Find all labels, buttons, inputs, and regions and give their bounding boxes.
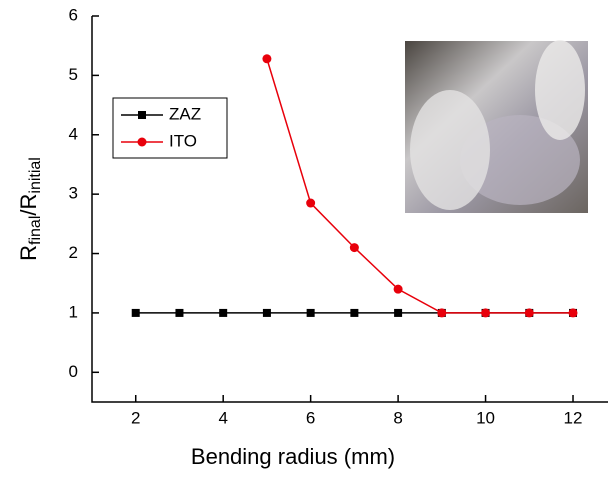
y-tick-label: 0 xyxy=(69,362,78,381)
x-tick-label: 4 xyxy=(218,408,227,427)
legend-box xyxy=(112,97,228,159)
point xyxy=(568,308,578,318)
point xyxy=(262,54,272,64)
y-tick-label: 3 xyxy=(69,184,78,203)
point xyxy=(175,308,184,317)
y-label-part: R xyxy=(16,245,41,261)
point xyxy=(306,308,315,317)
point xyxy=(524,308,534,318)
point xyxy=(481,308,491,318)
legend-label: ZAZ xyxy=(169,104,201,123)
y-label-part: initial xyxy=(27,157,44,193)
x-tick-label: 2 xyxy=(131,408,140,427)
series-line xyxy=(266,58,574,314)
y-tick-label: 5 xyxy=(69,65,78,84)
legend-label: ITO xyxy=(169,131,197,150)
y-tick-label: 1 xyxy=(69,302,78,321)
point xyxy=(138,111,146,119)
point xyxy=(437,308,447,318)
inset-photo xyxy=(405,40,588,213)
y-tick-label: 4 xyxy=(69,124,78,143)
y-tick-label: 2 xyxy=(69,243,78,262)
x-tick-label: 10 xyxy=(476,408,495,427)
point xyxy=(394,308,403,317)
x-tick-label: 8 xyxy=(393,408,402,427)
y-tick-label: 6 xyxy=(69,5,78,24)
point xyxy=(262,308,271,317)
point xyxy=(306,198,316,208)
axis-frame xyxy=(91,16,608,403)
x-axis-label: Bending radius (mm) xyxy=(191,444,395,469)
y-label-part: /R xyxy=(16,194,41,216)
point xyxy=(219,308,228,317)
point xyxy=(350,308,359,317)
y-axis-label: Rfinal/Rinitial xyxy=(16,157,44,261)
x-tick-label: 12 xyxy=(564,408,583,427)
point xyxy=(393,284,403,294)
x-tick-label: 6 xyxy=(306,408,315,427)
y-label-part: final xyxy=(27,216,44,245)
point xyxy=(131,308,140,317)
point xyxy=(349,243,359,253)
point xyxy=(137,137,147,147)
